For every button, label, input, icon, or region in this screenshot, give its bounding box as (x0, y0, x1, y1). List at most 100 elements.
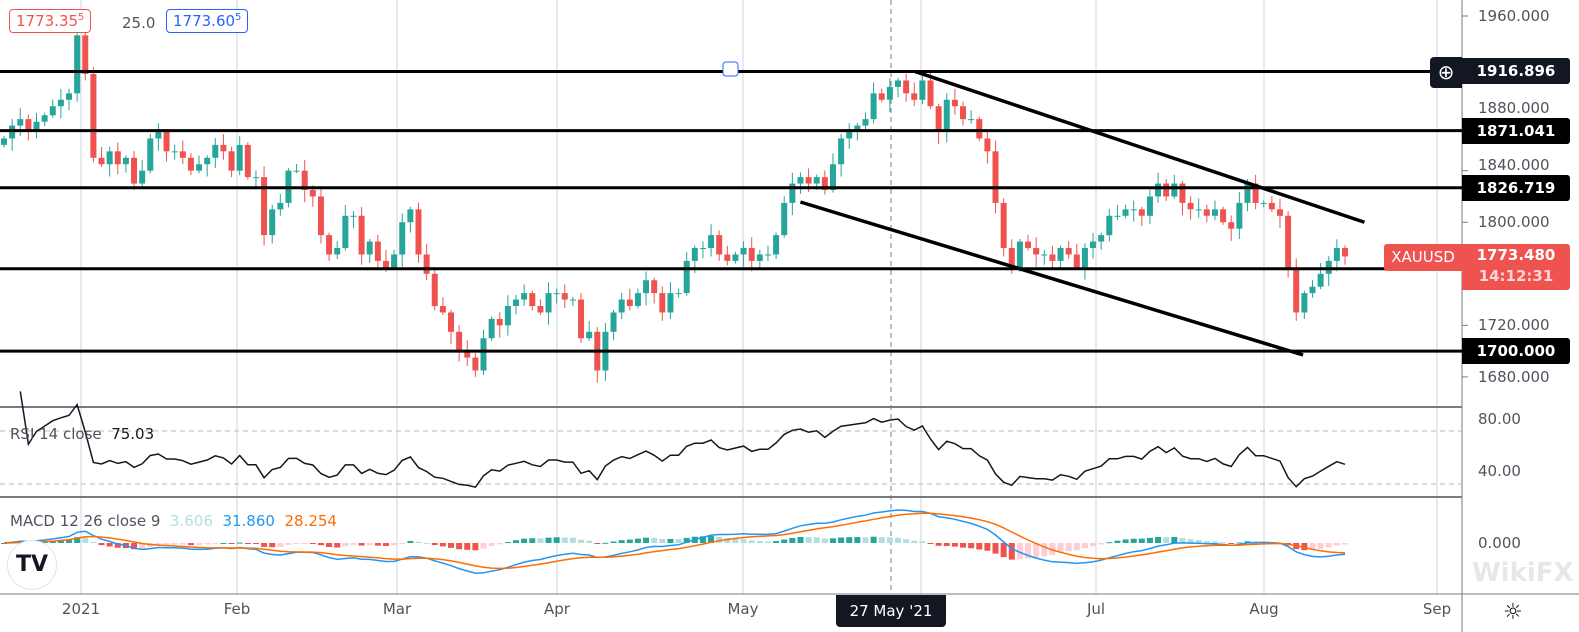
bid-price-box[interactable]: 1773.355 (9, 9, 92, 33)
bid-price: 1773.35 (16, 12, 79, 30)
candle-up (1146, 196, 1153, 216)
macd-histogram-bar (66, 539, 73, 543)
macd-histogram-bar (252, 543, 259, 545)
macd-histogram-bar (561, 537, 568, 543)
macd-histogram-bar (163, 543, 170, 546)
candle-up (732, 254, 739, 261)
candle-up (1, 138, 7, 145)
candle-down (472, 357, 479, 371)
price-tick-label: 1880.000 (1478, 98, 1550, 117)
candle-down (163, 132, 170, 152)
time-tick-label: Sep (1422, 600, 1452, 618)
candle-down (805, 177, 812, 184)
candle-up (1309, 286, 1316, 294)
candle-up (1090, 241, 1097, 249)
candle-up (708, 235, 715, 249)
last-price-label: 1773.480 14:12:31 (1462, 244, 1570, 290)
macd-histogram-bar (1041, 543, 1048, 557)
candle-up (196, 164, 203, 171)
macd-histogram-bar (992, 543, 999, 554)
macd-histogram-bar (716, 536, 723, 543)
macd-histogram-bar (862, 537, 869, 543)
macd-histogram-bar (651, 537, 658, 543)
macd-histogram-bar (456, 543, 463, 550)
candle-down (358, 215, 365, 255)
candle-down (496, 318, 503, 326)
macd-histogram-bar (829, 538, 836, 543)
macd-histogram-bar (1, 543, 7, 544)
candle-up (1171, 183, 1178, 197)
candle-up (919, 80, 926, 100)
macd-histogram-bar (1155, 536, 1162, 543)
settings-gear-icon[interactable]: ☼ (1503, 600, 1523, 625)
macd-histogram-bar (464, 543, 471, 550)
candle-up (813, 177, 820, 184)
macd-histogram-bar (196, 543, 203, 545)
ask-price: 1773.60 (173, 12, 236, 30)
candle-up (764, 254, 771, 256)
rsi-legend[interactable]: RSI 14 close 75.03 (10, 425, 154, 443)
candle-down (724, 254, 731, 261)
macd-histogram-bar (244, 543, 251, 544)
macd-histogram-bar (643, 537, 650, 543)
candle-up (1317, 273, 1324, 287)
add-plus-icon[interactable]: ⊕ (1430, 57, 1462, 88)
macd-histogram-bar (204, 543, 211, 545)
time-tick-label: Mar (382, 600, 412, 618)
candle-up (829, 164, 836, 191)
macd-histogram-bar (114, 543, 121, 548)
macd-histogram-bar (496, 543, 503, 545)
macd-legend[interactable]: MACD 12 26 close 9 3.606 31.860 28.254 (10, 512, 337, 530)
candle-down (1203, 209, 1210, 216)
candle-down (25, 119, 32, 133)
candle-down (716, 235, 723, 255)
candle-up (521, 293, 528, 300)
candle-up (895, 80, 901, 87)
candle-up (618, 299, 625, 313)
trendline-handle (722, 61, 739, 77)
macd-histogram-bar (1301, 543, 1308, 551)
macd-histogram-bar (1000, 543, 1007, 558)
macd-histogram-bar (350, 543, 357, 545)
macd-histogram-bar (789, 537, 796, 543)
time-tick-label: 2021 (61, 600, 101, 618)
macd-histogram-bar (513, 540, 520, 543)
candle-down (374, 241, 381, 261)
macd-histogram-bar (374, 543, 381, 546)
candle-down (1049, 254, 1056, 261)
price-tick-label: 1720.000 (1478, 316, 1550, 335)
ask-price-box[interactable]: 1773.605 (166, 9, 249, 33)
candle-down (261, 177, 268, 236)
candle-down (1163, 183, 1170, 197)
rsi-label: RSI 14 close (10, 425, 102, 443)
candle-down (927, 80, 934, 107)
candle-up (204, 157, 211, 165)
candle-down (244, 144, 251, 178)
macd-histogram-bar (49, 540, 56, 543)
candle-up (943, 99, 950, 133)
level-price-label: 1826.719 (1462, 174, 1570, 201)
macd-histogram-bar (1179, 538, 1186, 543)
spread: 25.0 (122, 14, 156, 32)
macd-histogram-bar (1309, 543, 1316, 551)
macd-histogram-bar (366, 543, 373, 546)
macd-histogram-bar (1122, 539, 1129, 543)
candle-up (252, 177, 259, 179)
macd-histogram-bar (277, 543, 284, 547)
macd-histogram-bar (504, 542, 511, 544)
macd-histogram-bar (1203, 541, 1210, 543)
macd-histogram-bar (854, 537, 861, 543)
tradingview-logo[interactable]: TV (7, 540, 57, 590)
macd-histogram-bar (764, 541, 771, 543)
macd-histogram-bar (358, 543, 365, 546)
bid-superscript: 5 (78, 12, 85, 23)
macd-histogram-bar (480, 543, 487, 549)
macd-histogram-bar (708, 535, 715, 543)
macd-histogram-bar (1220, 542, 1227, 544)
macd-histogram-bar (610, 541, 617, 543)
candle-down (960, 106, 967, 120)
macd-histogram-bar (1114, 540, 1121, 543)
macd-histogram-bar (1065, 543, 1072, 552)
